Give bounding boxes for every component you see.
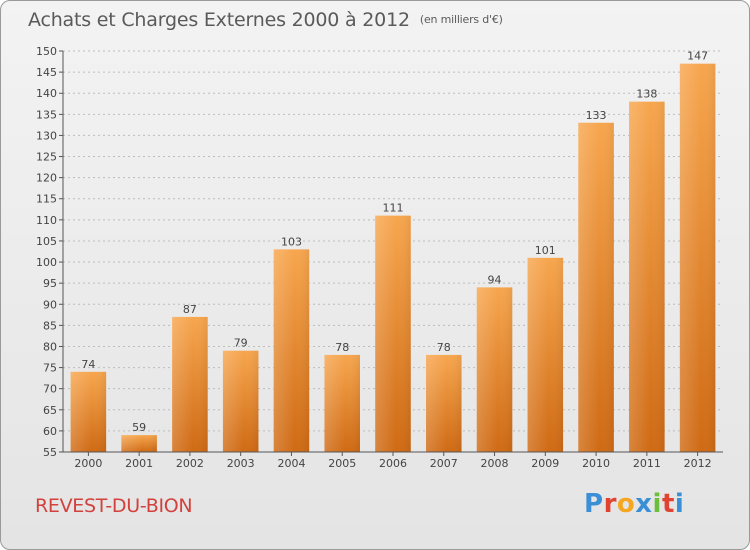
- axis-layer: 55 60 65 70 75 80 85 90 95 100 105 110 115 120 125 130 1…: [36, 45, 723, 470]
- logo-letter: r: [603, 489, 617, 519]
- y-tick-label: 60: [43, 425, 57, 438]
- bar-highlight: [578, 122, 614, 452]
- y-tick-label: 75: [43, 362, 57, 375]
- x-tick-label: 2005: [328, 457, 356, 470]
- x-tick-label: 2006: [379, 457, 407, 470]
- y-tick-label: 95: [43, 277, 57, 290]
- bar-layer: 74 59 87 79 103 78 111 78 94 101 133 138 147: [70, 50, 716, 453]
- bar-value-label: 133: [586, 109, 607, 122]
- bar-highlight: [324, 354, 360, 452]
- proxiti-logo[interactable]: Proxiti: [584, 489, 684, 519]
- y-tick-label: 145: [36, 66, 57, 79]
- bar-highlight: [121, 435, 157, 452]
- x-tick-label: 2007: [430, 457, 458, 470]
- logo-letter: o: [616, 489, 636, 519]
- bar-value-label: 59: [132, 421, 146, 434]
- chart-title: Achats et Charges Externes 2000 à 2012 (e…: [28, 9, 503, 31]
- bar-highlight: [222, 350, 259, 452]
- bar-value-label: 74: [81, 358, 95, 371]
- y-tick-label: 110: [36, 214, 57, 227]
- x-tick-label: 2008: [481, 457, 509, 470]
- x-tick-label: 2003: [227, 457, 255, 470]
- y-tick-label: 55: [43, 446, 57, 459]
- y-tick-label: 65: [43, 404, 57, 417]
- logo-letter: i: [674, 489, 685, 519]
- bar-value-label: 79: [234, 337, 248, 350]
- y-tick-label: 135: [36, 108, 57, 121]
- y-tick-label: 105: [36, 235, 57, 248]
- bar-value-label: 111: [383, 202, 404, 215]
- x-tick-label: 2004: [277, 457, 305, 470]
- y-tick-label: 70: [43, 383, 57, 396]
- logo-letter: x: [635, 489, 653, 519]
- logo-letter: t: [661, 489, 675, 519]
- x-tick-label: 2009: [531, 457, 559, 470]
- y-tick-label: 90: [43, 298, 57, 311]
- y-tick-label: 80: [43, 340, 57, 353]
- bar-value-label: 138: [636, 88, 657, 101]
- chart-unit-note: (en milliers d'€): [419, 13, 503, 26]
- commune-name: REVEST-DU-BION: [35, 495, 193, 517]
- bar-highlight: [527, 257, 564, 452]
- bar-value-label: 94: [488, 273, 502, 286]
- bar-value-label: 103: [281, 235, 302, 248]
- bar-value-label: 101: [535, 244, 556, 257]
- x-tick-label: 2000: [74, 457, 102, 470]
- x-tick-label: 2010: [582, 457, 610, 470]
- x-tick-label: 2012: [684, 457, 712, 470]
- y-tick-label: 100: [36, 256, 57, 269]
- chart-title-text: Achats et Charges Externes 2000 à 2012: [28, 9, 410, 31]
- bar-value-label: 78: [437, 341, 451, 354]
- logo-letter: P: [584, 489, 604, 519]
- x-tick-label: 2011: [633, 457, 661, 470]
- y-tick-label: 140: [36, 87, 57, 100]
- y-tick-label: 115: [36, 193, 57, 206]
- bar-highlight: [172, 316, 208, 452]
- bar-highlight: [476, 287, 513, 452]
- bar-highlight: [375, 215, 411, 452]
- logo-letter: i: [652, 489, 662, 519]
- bar-highlight: [679, 63, 716, 453]
- bar-highlight: [629, 101, 665, 452]
- bar-value-label: 147: [687, 50, 708, 63]
- bar-highlight: [273, 249, 310, 452]
- x-tick-label: 2001: [125, 457, 153, 470]
- y-tick-label: 120: [36, 172, 57, 185]
- y-tick-label: 85: [43, 319, 57, 332]
- bar-highlight: [70, 371, 107, 452]
- x-tick-label: 2002: [176, 457, 204, 470]
- bar-highlight: [426, 354, 462, 452]
- y-tick-label: 130: [36, 129, 57, 142]
- bar-value-label: 87: [183, 303, 197, 316]
- bar-value-label: 78: [335, 341, 349, 354]
- y-tick-label: 150: [36, 45, 57, 58]
- y-tick-label: 125: [36, 151, 57, 164]
